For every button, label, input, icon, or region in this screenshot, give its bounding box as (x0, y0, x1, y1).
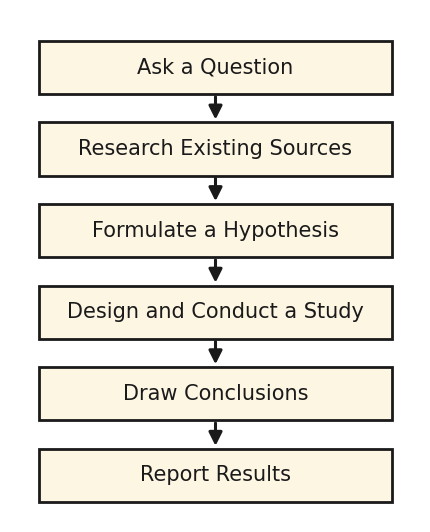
Bar (39, 286, 391, 339)
Text: Draw Conclusions: Draw Conclusions (123, 384, 307, 404)
Bar (39, 204, 391, 257)
Bar (39, 367, 391, 420)
Bar (39, 41, 391, 94)
Text: Research Existing Sources: Research Existing Sources (78, 139, 352, 159)
Bar (39, 448, 391, 502)
Text: Formulate a Hypothesis: Formulate a Hypothesis (92, 221, 338, 240)
Text: Report Results: Report Results (140, 466, 290, 485)
Bar (39, 122, 391, 176)
Text: Design and Conduct a Study: Design and Conduct a Study (67, 302, 363, 322)
Text: Ask a Question: Ask a Question (137, 57, 293, 77)
